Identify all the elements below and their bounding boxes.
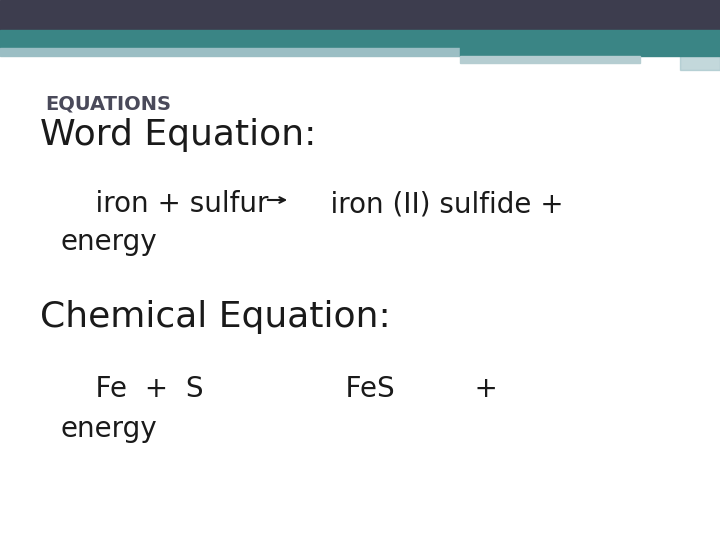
- Text: Fe  +  S                FeS         +: Fe + S FeS +: [60, 375, 498, 403]
- Text: iron + sulfur: iron + sulfur: [60, 190, 269, 218]
- Bar: [0, 30, 720, 48]
- Bar: [0, 0, 720, 30]
- Text: iron (II) sulfide +: iron (II) sulfide +: [295, 190, 564, 218]
- Text: Word Equation:: Word Equation:: [40, 118, 316, 152]
- Text: Chemical Equation:: Chemical Equation:: [40, 300, 391, 334]
- Text: energy: energy: [60, 415, 157, 443]
- Bar: [460, 38, 720, 56]
- Bar: [0, 48, 460, 56]
- Text: energy: energy: [60, 228, 157, 256]
- Bar: [460, 56, 640, 63]
- Text: EQUATIONS: EQUATIONS: [45, 95, 171, 114]
- Bar: [680, 30, 720, 70]
